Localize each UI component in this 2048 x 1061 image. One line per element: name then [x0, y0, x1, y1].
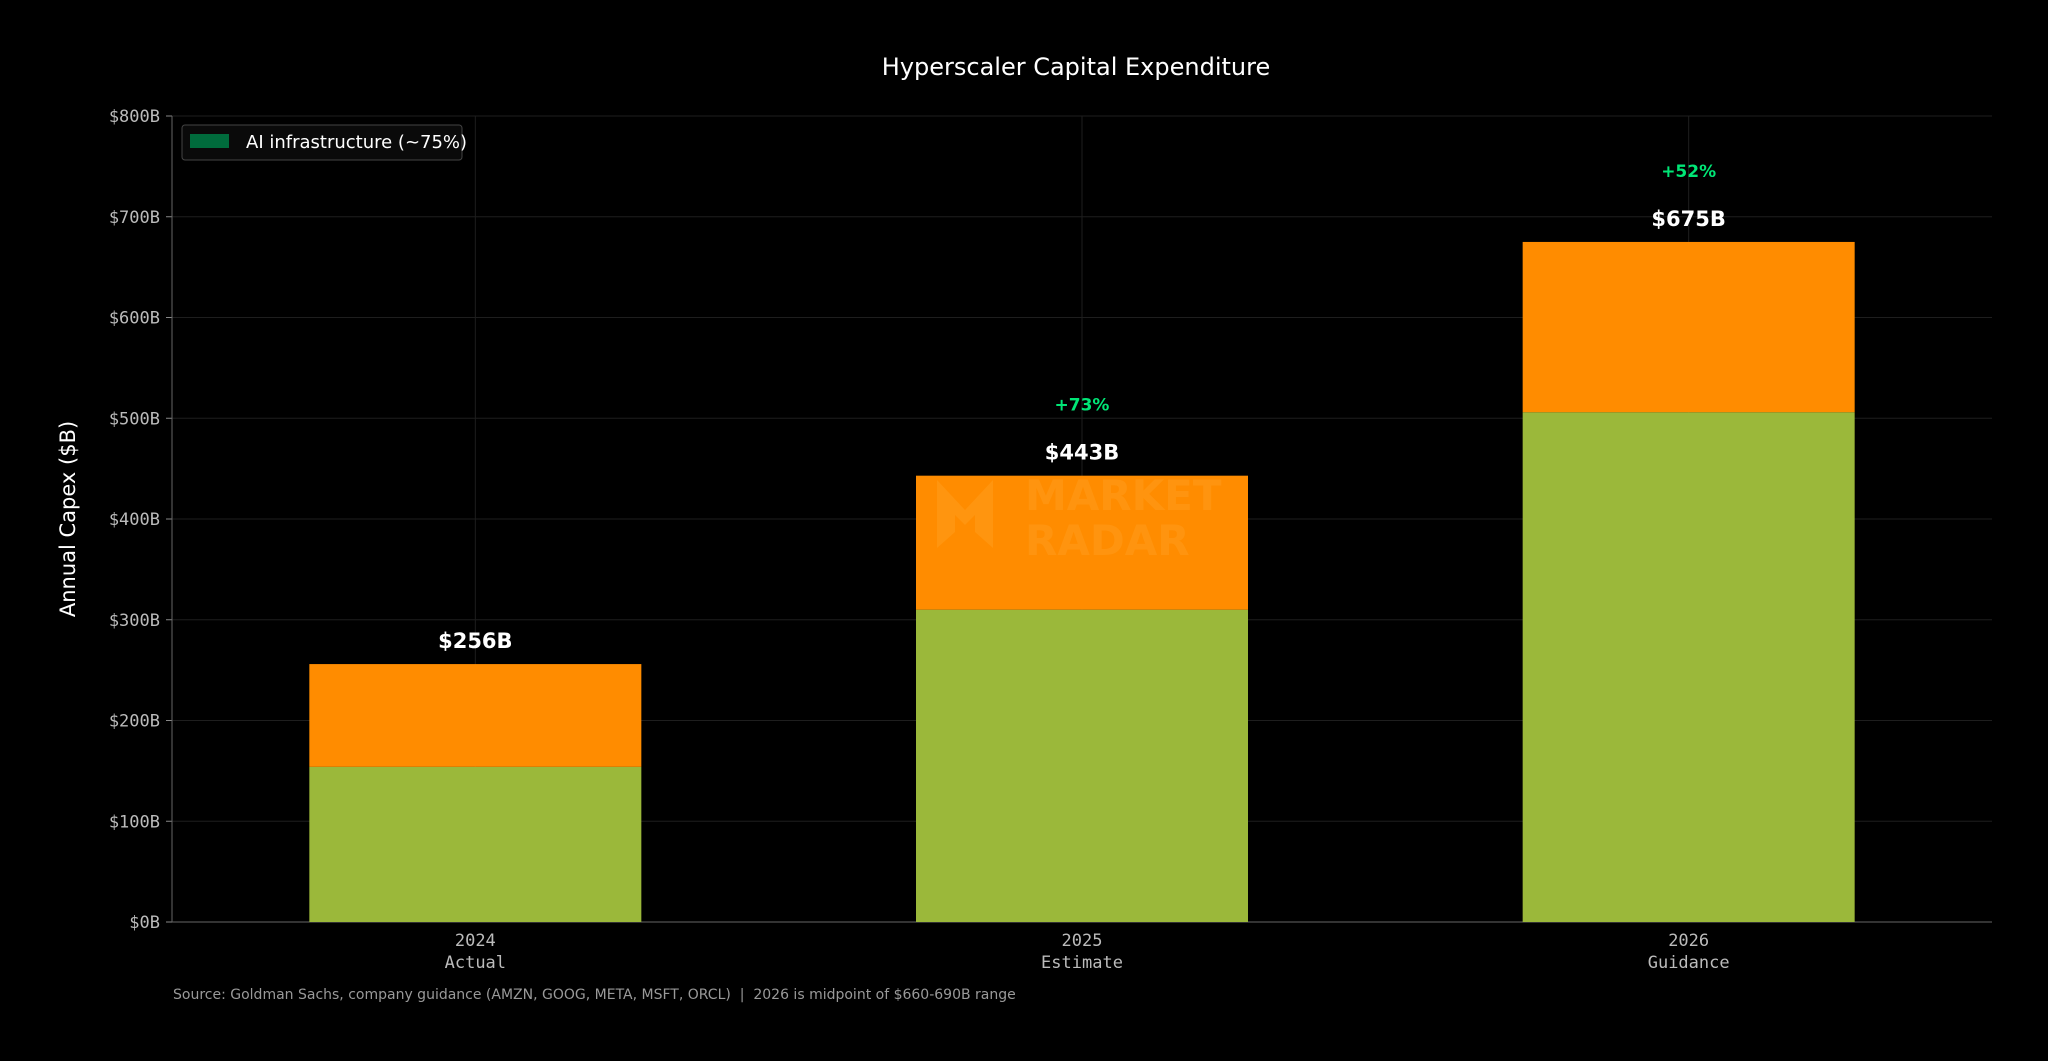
legend-label: AI infrastructure (~75%)	[246, 132, 467, 153]
bar-segment-2024-1	[309, 664, 642, 767]
y-tick-label: $700B	[109, 208, 160, 228]
y-tick-label: $100B	[109, 812, 160, 832]
y-tick-label: $500B	[109, 409, 160, 429]
y-axis-label: Annual Capex ($B)	[56, 421, 80, 617]
y-tick-label: $200B	[109, 712, 160, 732]
growth-label: +52%	[1661, 162, 1716, 182]
x-tick-label: 2026	[1668, 931, 1709, 951]
total-label: $256B	[438, 629, 512, 653]
y-tick-label: $400B	[109, 510, 160, 530]
legend-swatch	[190, 134, 229, 148]
bar-segment-2025-0	[916, 609, 1248, 922]
growth-label: +73%	[1055, 396, 1110, 416]
bar-segment-2024-0	[309, 766, 642, 922]
y-tick-label: $300B	[109, 611, 160, 631]
x-tick-label: 2024	[455, 931, 496, 951]
total-label: $443B	[1045, 441, 1119, 465]
source-note: Source: Goldman Sachs, company guidance …	[173, 987, 1016, 1003]
x-tick-sublabel: Estimate	[1041, 953, 1123, 973]
chart-title: Hyperscaler Capital Expenditure	[882, 53, 1270, 81]
x-tick-sublabel: Actual	[445, 953, 506, 973]
market-radar-watermark: MARKET RADAR	[937, 471, 1222, 565]
y-tick-label: $600B	[109, 309, 160, 329]
bar-segment-2025-1	[916, 475, 1248, 610]
y-tick-label: $0B	[129, 913, 160, 933]
bar-segment-2026-1	[1522, 241, 1855, 413]
x-tick-label: 2025	[1062, 931, 1103, 951]
bar-segment-2026-0	[1522, 412, 1855, 922]
y-tick-label: $800B	[109, 107, 160, 127]
x-tick-sublabel: Guidance	[1648, 953, 1730, 973]
svg-text:MARKET: MARKET	[1025, 471, 1222, 520]
svg-text:RADAR: RADAR	[1025, 516, 1190, 565]
legend: AI infrastructure (~75%)	[181, 124, 467, 161]
total-label: $675B	[1651, 207, 1725, 231]
